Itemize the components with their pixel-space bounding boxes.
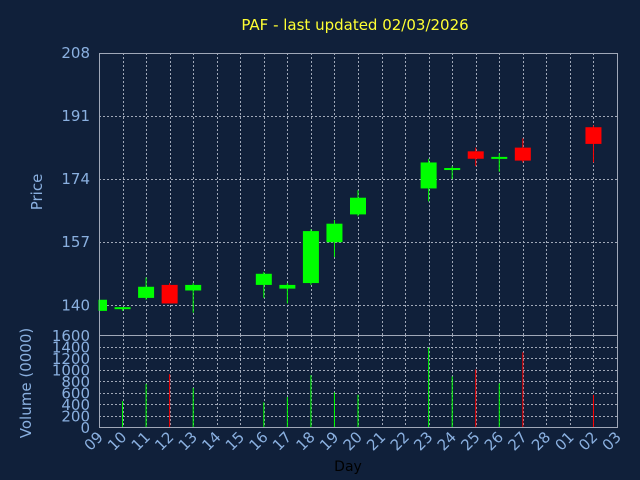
candle [467,147,484,167]
volume-tick-label: 200 [61,408,90,426]
price-tick-label: 208 [61,44,90,62]
volume-tick-label: 1600 [52,327,90,345]
candle-body [444,168,461,171]
candle-body [100,299,107,311]
candle [114,307,131,311]
volume-tick-label: 1000 [52,362,90,380]
candle-body [350,197,366,215]
volume-tick-label: 1400 [52,339,90,357]
volume-tick-label: 400 [61,396,90,414]
price-tick-label: 174 [61,170,90,188]
candle [491,153,508,172]
candle-body [302,231,319,284]
candle [350,190,366,217]
candle-body [138,286,155,298]
volume-tick-label: 600 [61,385,90,403]
candle-body [326,223,343,243]
x-axis-label: Day [334,459,362,475]
price-tick-label: 191 [61,107,90,125]
volume-axis-label: Volume (0000) [17,328,35,438]
price-tick-label: 157 [61,233,90,251]
volume-panel-frame [99,335,618,428]
candle-body [185,284,202,291]
volume-bars [122,347,594,427]
price-tick-label: 140 [61,296,90,314]
candle-body [467,151,484,159]
candle-body [161,284,178,304]
candle [514,138,531,163]
candle [161,283,178,304]
candle-body [585,127,602,144]
candle [255,271,272,298]
candle [326,219,343,258]
candle [138,277,155,300]
candle [420,158,437,202]
candle [98,299,107,311]
volume-tick-label: 1200 [52,350,90,368]
candles [98,125,602,313]
candle [302,229,319,285]
candle [585,125,602,163]
candle-body [514,147,531,161]
candle-body [114,307,131,310]
candle-body [279,284,296,289]
price-axis-label: Price [28,174,46,211]
candle-body [420,162,437,189]
candle [185,283,202,313]
candle-body [491,156,508,159]
volume-tick-label: 0 [80,419,90,437]
chart-title: PAF - last updated 02/03/2026 [241,16,468,34]
candle [279,283,296,304]
candle-body [255,273,272,285]
volume-tick-label: 800 [61,373,90,391]
candle [444,166,461,180]
